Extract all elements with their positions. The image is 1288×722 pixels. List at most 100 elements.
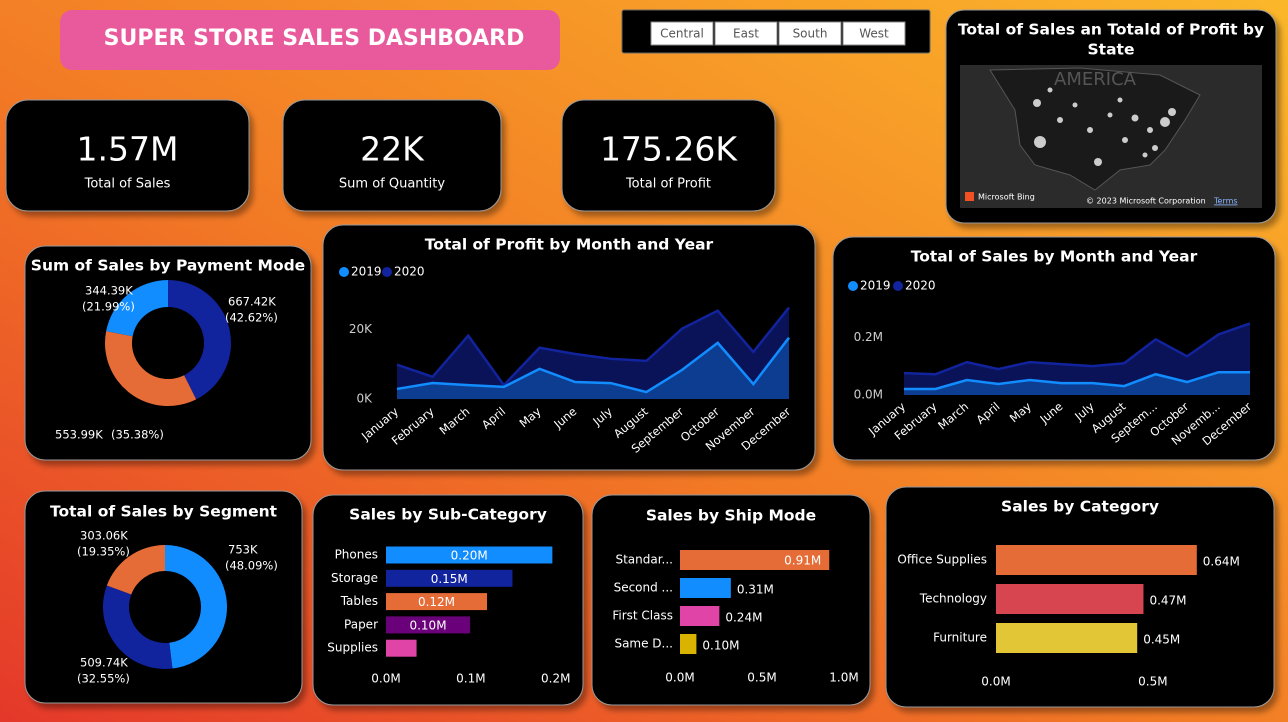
line	[903, 322, 1251, 376]
slicer-button[interactable]	[650, 21, 714, 46]
map-title: Total of Sales an Totald of Profit by	[958, 21, 1264, 39]
data-label: 0.12M	[418, 595, 455, 609]
panel	[322, 224, 816, 471]
y-tick-label: 0.2M	[854, 330, 883, 344]
bar	[680, 550, 830, 570]
slicer-label: East	[733, 27, 759, 41]
data-label: 753K	[228, 543, 258, 557]
category-label: Office Supplies	[897, 553, 987, 567]
data-label: 0.45M	[1143, 633, 1180, 647]
kpi-value: 1.57M	[77, 130, 179, 169]
chart-title: Sales by Sub-Category	[349, 506, 547, 524]
panel	[591, 494, 871, 706]
panel	[24, 490, 303, 704]
map-dot	[1131, 114, 1139, 122]
kpi-card	[561, 99, 776, 212]
slicer-label: West	[859, 27, 889, 41]
percent-label: (21.99%)	[82, 300, 135, 314]
data-label: 0.47M	[1149, 594, 1186, 608]
category-label: Standar...	[615, 553, 673, 567]
bar	[680, 578, 731, 598]
area	[397, 337, 789, 399]
bing-logo	[965, 192, 974, 201]
data-label: 0.64M	[1203, 555, 1240, 569]
bar	[996, 623, 1138, 653]
map-dot	[1094, 158, 1102, 166]
panel	[832, 236, 1276, 461]
percent-label: (42.62%)	[225, 311, 278, 325]
map-dot	[1152, 145, 1158, 151]
category-label: Technology	[919, 592, 987, 606]
x-tick-label: 0.5M	[747, 671, 776, 685]
data-label: 553.99K	[55, 428, 103, 442]
bar	[386, 593, 488, 611]
legend-swatch	[339, 267, 349, 277]
data-label: 0.91M	[784, 554, 821, 568]
category-label: Tables	[340, 594, 378, 608]
slicer-label: Central	[660, 27, 704, 41]
map-dot	[1047, 87, 1053, 93]
donut-slice	[105, 331, 197, 406]
chart-title: Sum of Sales by Payment Mode	[31, 257, 305, 275]
x-tick-label: 1.0M	[829, 671, 858, 685]
percent-label: (19.35%)	[77, 545, 130, 559]
map-dot	[1057, 117, 1063, 123]
data-label: 0.24M	[725, 611, 762, 625]
map-dot	[1142, 152, 1148, 158]
y-tick-label: 20K	[349, 322, 373, 336]
map-dot	[1107, 112, 1113, 118]
category-label: Supplies	[327, 641, 378, 655]
donut-slice	[165, 545, 227, 669]
legend-label: 2019	[351, 265, 382, 279]
bar	[386, 569, 513, 587]
x-tick-label: 0.5M	[1138, 675, 1167, 689]
title-banner	[60, 10, 560, 70]
map-dot	[1033, 99, 1041, 107]
donut-slice	[103, 585, 173, 669]
y-tick-label: 0.0M	[854, 388, 883, 402]
slicer-button[interactable]	[842, 21, 906, 46]
donut-slice	[106, 280, 168, 337]
slicer-label: South	[793, 27, 828, 41]
kpi-label: Sum of Quantity	[339, 177, 445, 192]
kpi-label: Total of Profit	[625, 177, 711, 192]
legend-label: 2020	[394, 265, 425, 279]
slicer-button[interactable]	[714, 21, 778, 46]
map-watermark: AMERICA	[1054, 69, 1137, 90]
kpi-label: Total of Sales	[84, 177, 171, 192]
percent-label: (35.38%)	[111, 428, 164, 442]
map-copyright: © 2023 Microsoft Corporation	[1086, 197, 1206, 206]
legend-swatch	[382, 267, 392, 277]
chart-title: Sales by Ship Mode	[646, 507, 816, 525]
map-terms[interactable]: Terms	[1213, 197, 1238, 206]
donut-slice	[168, 280, 232, 400]
data-label: 0.10M	[702, 639, 739, 653]
donut-slice	[106, 545, 165, 595]
legend-swatch	[893, 281, 903, 291]
map-dots	[1033, 87, 1176, 166]
map-dot	[1034, 136, 1046, 148]
kpi-card	[282, 99, 502, 212]
y-tick-label: 0K	[356, 392, 373, 406]
bar	[680, 634, 697, 654]
line	[904, 370, 1250, 391]
map-land	[989, 67, 1201, 191]
kpi-value: 22K	[360, 130, 425, 169]
chart-title: Total of Sales by Month and Year	[911, 248, 1198, 266]
bar	[996, 545, 1197, 575]
bar	[386, 639, 417, 657]
bar	[386, 616, 471, 634]
percent-label: (48.09%)	[225, 559, 278, 573]
chart-title: Total of Sales by Segment	[50, 503, 278, 521]
category-label: Paper	[344, 617, 378, 631]
line	[396, 306, 790, 388]
category-label: Furniture	[933, 631, 987, 645]
percent-label: (32.55%)	[77, 672, 130, 686]
chart-title: Total of Profit by Month and Year	[425, 236, 714, 254]
data-label: 667.42K	[228, 295, 276, 309]
chart-title: Sales by Category	[1001, 498, 1159, 516]
slicer-button[interactable]	[778, 21, 842, 46]
dashboard-title: SUPER STORE SALES DASHBOARD	[104, 26, 525, 51]
